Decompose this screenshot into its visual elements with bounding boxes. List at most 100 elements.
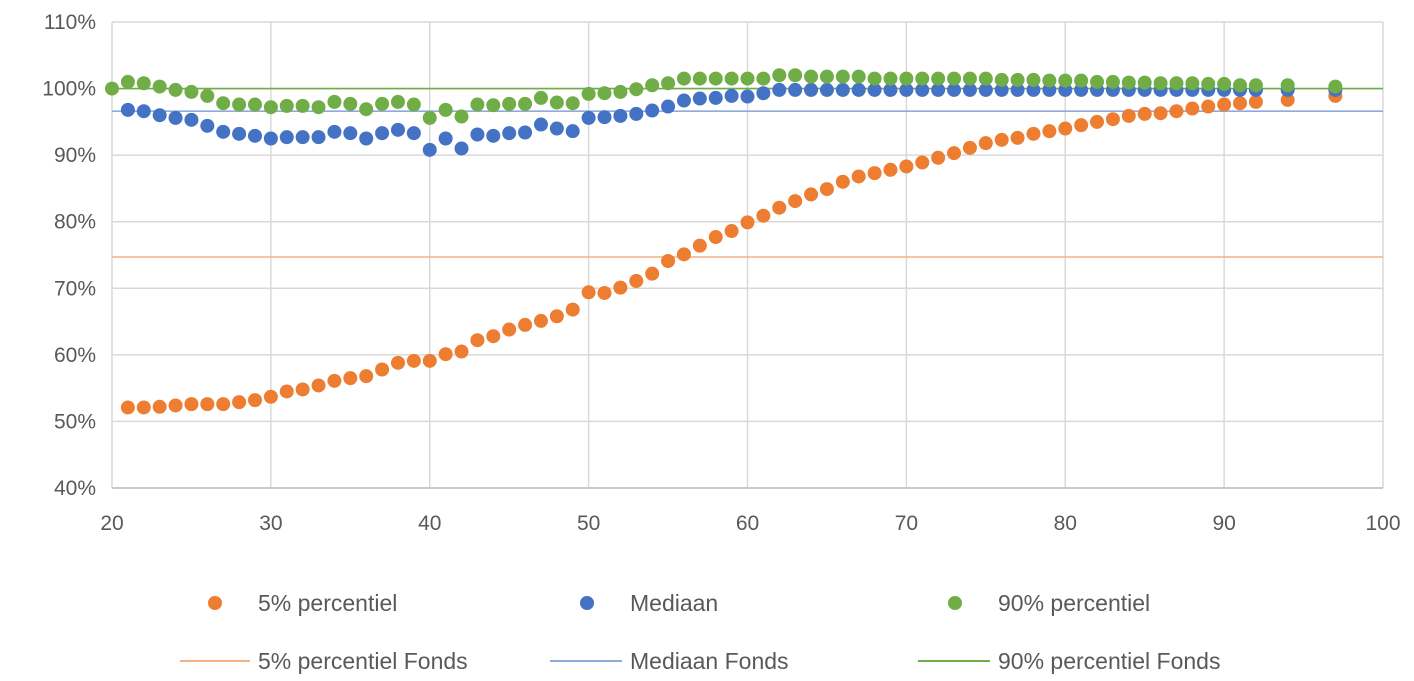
series-1-point bbox=[390, 122, 405, 137]
series-0-point bbox=[1233, 96, 1248, 111]
series-2-point bbox=[629, 82, 644, 97]
series-2-point bbox=[1185, 76, 1200, 91]
series-2-point bbox=[883, 71, 898, 86]
series-2-point bbox=[486, 98, 501, 113]
series-2-point bbox=[422, 110, 437, 125]
series-0-point bbox=[375, 362, 390, 377]
series-0-point bbox=[597, 285, 612, 300]
series-0-point bbox=[819, 182, 834, 197]
legend-label: 90% percentiel Fonds bbox=[998, 648, 1220, 674]
series-2-point bbox=[581, 86, 596, 101]
series-2-point bbox=[406, 97, 421, 112]
series-2-point bbox=[518, 96, 533, 111]
series-2-point bbox=[279, 98, 294, 113]
series-1-point bbox=[152, 108, 167, 123]
series-0-point bbox=[549, 309, 564, 324]
legend-item: 90% percentiel bbox=[948, 590, 1150, 616]
series-1-point bbox=[1010, 82, 1025, 97]
series-2-point bbox=[120, 74, 135, 89]
series-2-point bbox=[724, 71, 739, 86]
series-2-point bbox=[1248, 78, 1263, 93]
legend-item: Mediaan bbox=[580, 590, 718, 616]
x-tick-label: 40 bbox=[418, 512, 441, 535]
series-1-point bbox=[756, 86, 771, 101]
series-1-point bbox=[740, 89, 755, 104]
series-0-point bbox=[915, 155, 930, 170]
series-1-point bbox=[867, 82, 882, 97]
series-2-point bbox=[867, 71, 882, 86]
series-2-point bbox=[915, 71, 930, 86]
series-0-point bbox=[359, 369, 374, 384]
series-0-point bbox=[327, 373, 342, 388]
series-1-point bbox=[899, 82, 914, 97]
series-0-point bbox=[661, 253, 676, 268]
series-2-point bbox=[1026, 72, 1041, 87]
series-2-point bbox=[343, 96, 358, 111]
series-2-point bbox=[1010, 72, 1025, 87]
series-0-point bbox=[867, 166, 882, 181]
series-1-point bbox=[962, 82, 977, 97]
series-1-point bbox=[931, 82, 946, 97]
series-0-point bbox=[120, 400, 135, 415]
series-0-point bbox=[136, 400, 151, 415]
series-2-point bbox=[978, 71, 993, 86]
series-0-point bbox=[788, 194, 803, 209]
y-tick-label: 90% bbox=[54, 144, 96, 167]
series-2-point bbox=[1042, 73, 1057, 88]
data-points bbox=[105, 68, 1343, 415]
series-2-point bbox=[1090, 74, 1105, 89]
series-0-point bbox=[311, 378, 326, 393]
series-1-point bbox=[375, 126, 390, 141]
series-2-point bbox=[1201, 76, 1216, 91]
series-1-point bbox=[502, 126, 517, 141]
series-2-point bbox=[184, 84, 199, 99]
series-0-point bbox=[1074, 118, 1089, 133]
series-1-point bbox=[422, 142, 437, 157]
series-2-point bbox=[533, 90, 548, 105]
y-tick-label: 100% bbox=[42, 78, 96, 101]
series-2-point bbox=[676, 71, 691, 86]
series-1-point bbox=[216, 124, 231, 139]
series-2-point bbox=[1058, 73, 1073, 88]
series-2-point bbox=[613, 84, 628, 99]
series-1-point bbox=[406, 126, 421, 141]
x-tick-label: 20 bbox=[100, 512, 123, 535]
series-1-point bbox=[168, 110, 183, 125]
series-0-point bbox=[772, 200, 787, 215]
series-1-point bbox=[613, 108, 628, 123]
series-2-point bbox=[168, 82, 183, 97]
series-2-point bbox=[1169, 76, 1184, 91]
series-1-point bbox=[518, 125, 533, 140]
series-2-point bbox=[1328, 79, 1343, 94]
series-2-point bbox=[756, 71, 771, 86]
series-2-point bbox=[1137, 75, 1152, 90]
series-1-point bbox=[883, 82, 898, 97]
series-1-point bbox=[343, 126, 358, 141]
series-0-point bbox=[1280, 92, 1295, 107]
series-2-point bbox=[661, 76, 676, 91]
series-1-point bbox=[597, 110, 612, 125]
x-tick-label: 50 bbox=[577, 512, 600, 535]
series-1-point bbox=[327, 124, 342, 139]
series-1-point bbox=[772, 82, 787, 97]
series-0-point bbox=[994, 132, 1009, 147]
series-2-point bbox=[692, 71, 707, 86]
series-0-point bbox=[533, 313, 548, 328]
series-2-point bbox=[359, 102, 374, 117]
series-1-point bbox=[454, 141, 469, 156]
series-1-point bbox=[692, 91, 707, 106]
series-0-point bbox=[184, 397, 199, 412]
series-2-point bbox=[1074, 73, 1089, 88]
series-2-point bbox=[645, 78, 660, 93]
series-1-point bbox=[788, 82, 803, 97]
series-2-point bbox=[708, 71, 723, 86]
series-0-point bbox=[1153, 106, 1168, 121]
series-0-point bbox=[1058, 121, 1073, 136]
series-2-point bbox=[931, 71, 946, 86]
series-0-point bbox=[502, 322, 517, 337]
series-2-point bbox=[152, 79, 167, 94]
series-2-point bbox=[200, 88, 215, 103]
series-2-point bbox=[835, 69, 850, 84]
series-2-point bbox=[772, 68, 787, 83]
